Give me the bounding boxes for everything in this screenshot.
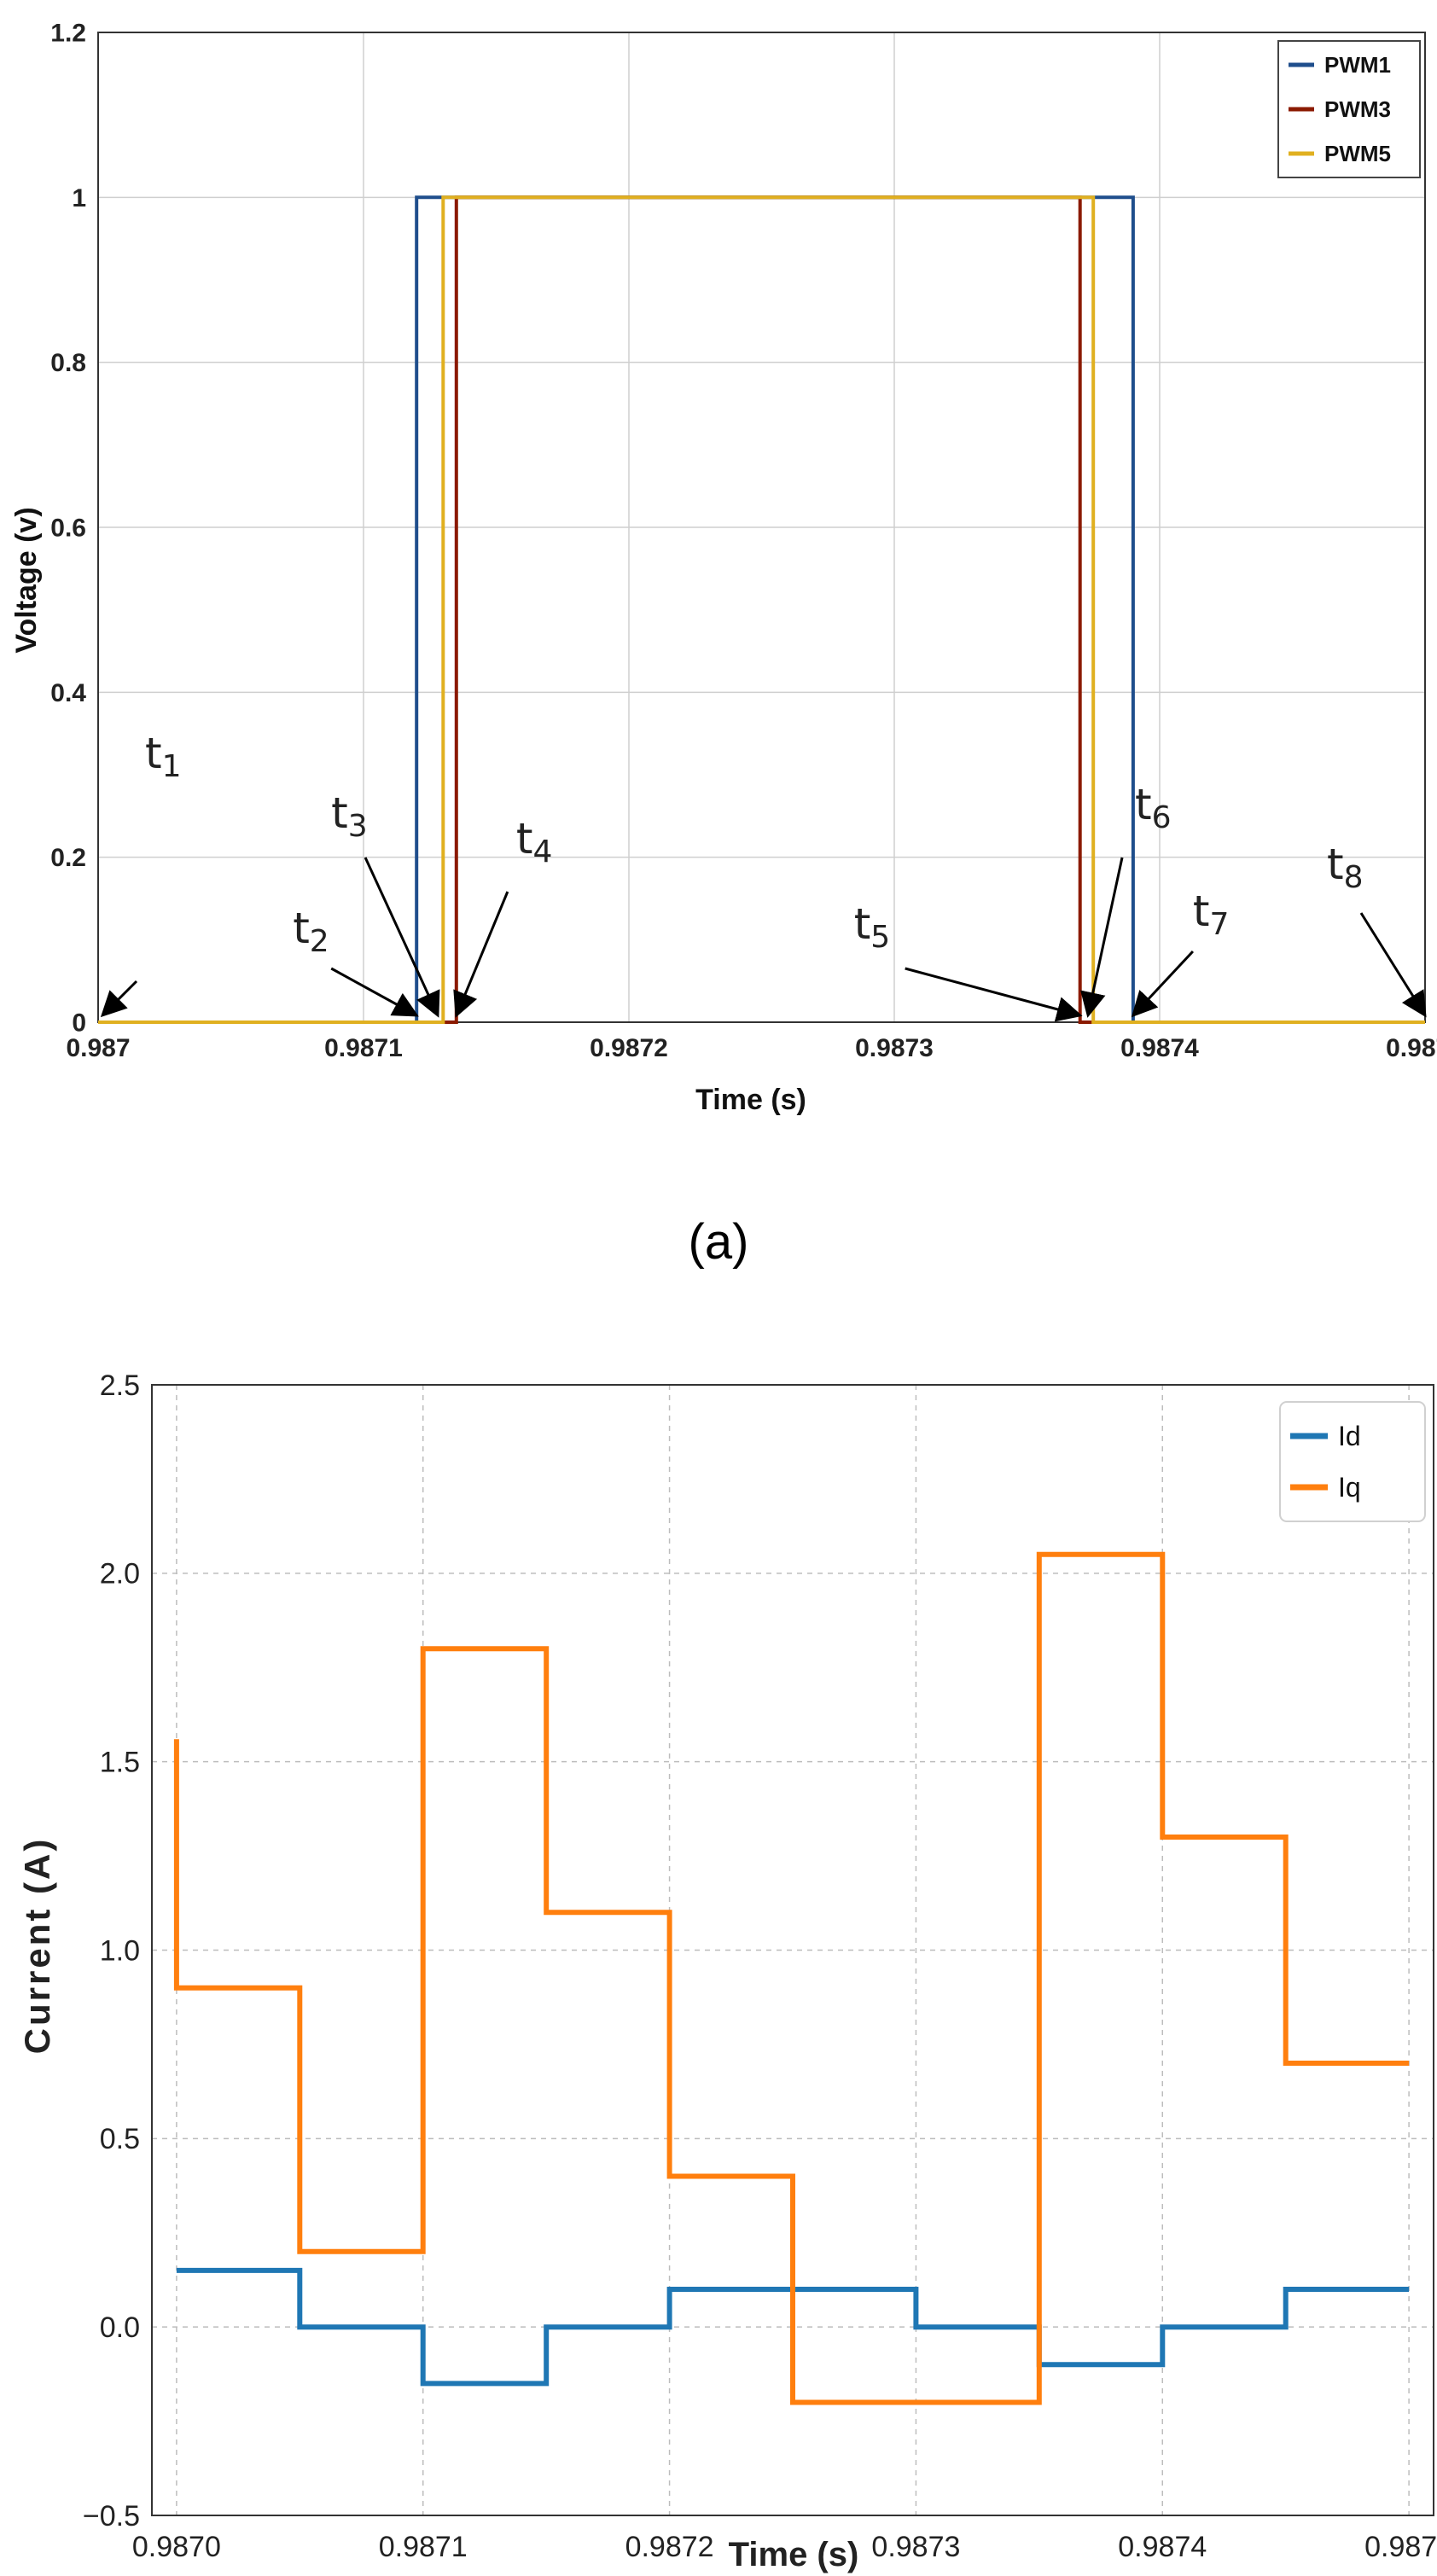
panel-a-x-tick-label: 0.9871 <box>324 1034 403 1062</box>
panel-a-plot-frame <box>97 32 1426 1023</box>
panel-a-series-pwm5-line <box>98 195 1425 1024</box>
panel-a-y-tick-label: 0.2 <box>50 844 86 872</box>
panel-b-x-tick-label: 0.9872 <box>625 2531 714 2563</box>
annotation-subscript: 6 <box>1152 800 1172 835</box>
panel-b-y-tick-label: 0.0 <box>100 2311 140 2344</box>
annotation-arrow-t2 <box>330 967 419 1017</box>
panel-a-y-tick-label: 0 <box>72 1009 86 1038</box>
panel-b-x-tick-label: 0.9870 <box>132 2531 221 2563</box>
panel-b-x-tick-label: 0.9874 <box>1118 2531 1207 2563</box>
annotation-arrow-t1 <box>100 980 138 1018</box>
annotation-subscript: 4 <box>532 834 552 869</box>
panel-b-y-tick-label: −0.5 <box>83 2500 140 2532</box>
annotation-subscript: 8 <box>1344 860 1364 895</box>
panel-b-y-tick-label: 2.5 <box>100 1369 140 1402</box>
annotation-arrow-t3 <box>364 857 440 1018</box>
annotation-subscript: 3 <box>348 809 368 844</box>
panel-a-legend-label-pwm5: PWM5 <box>1324 141 1391 166</box>
panel-a-legend-label-pwm1: PWM1 <box>1324 52 1391 78</box>
panel-a-x-tick-label: 0.9874 <box>1120 1034 1199 1062</box>
panel-a-series <box>98 195 1425 1024</box>
panel-b-plot-frame <box>151 1384 1434 2516</box>
annotation-subscript: 2 <box>310 924 329 959</box>
panel-a-x-tick-label: 0.9875 <box>1386 1034 1437 1062</box>
panel-b-series-iq-line <box>173 1551 1410 2405</box>
panel-a-x-tick-label: 0.987 <box>66 1034 130 1062</box>
panel-a-x-tick-label: 0.9873 <box>855 1034 934 1062</box>
panel-b-x-tick-label: 0.9875 <box>1364 2531 1437 2563</box>
panel-b-x-tick-label: 0.9871 <box>379 2531 468 2563</box>
panel-a-ticks: 0.987 0.9871 0.9872 0.9873 0.9874 0.9875 0 0.2 0… <box>50 20 1437 1063</box>
panel-b-y-tick-label: 2.0 <box>100 1558 140 1590</box>
panel-a-y-tick-label: 1.2 <box>50 20 86 48</box>
panel-a-y-tick-label: 0.4 <box>50 679 86 707</box>
panel-a-y-tick-label: 0.8 <box>50 349 86 377</box>
panel-b-ticks: 0.9870 0.9871 0.9872 0.9873 0.9874 0.9875 −0.5… <box>83 1369 1437 2563</box>
annotation-subscript: 1 <box>162 749 182 784</box>
panel-a-legend-label-pwm3: PWM3 <box>1324 96 1391 122</box>
annotation-subscript: 7 <box>1210 907 1230 942</box>
panel-a-legend: PWM1 PWM3 PWM5 <box>1277 40 1421 178</box>
panel-a-y-axis-label: Voltage (v) <box>10 507 43 653</box>
annotation-t1: t1 <box>145 729 182 784</box>
panel-b-series <box>173 1551 1410 2405</box>
panel-b-y-axis-label: Current (A) <box>17 1837 57 2055</box>
panel-b-y-tick-label: 1.5 <box>100 1747 140 1779</box>
panel-b-y-tick-label: 0.5 <box>100 2123 140 2155</box>
panel-b-legend-label-id: Id <box>1338 1421 1361 1451</box>
annotation-arrow-t6 <box>1080 857 1124 1018</box>
panel-b-x-axis-label: Time (s) <box>729 2536 859 2573</box>
panel-a-y-tick-label: 0.6 <box>50 515 86 543</box>
annotation-arrow-t7 <box>1131 950 1194 1018</box>
panel-b-x-tick-label: 0.9873 <box>871 2531 960 2563</box>
panel-b-chart: 0.9870 0.9871 0.9872 0.9873 0.9874 0.9875 −0.5… <box>17 1369 1437 2573</box>
panel-b-legend-label-iq: Iq <box>1338 1472 1361 1503</box>
panel-a-y-tick-label: 1 <box>72 184 86 212</box>
annotation-arrow-t8 <box>1359 912 1427 1018</box>
panel-a-label: (a) <box>689 1214 749 1270</box>
panel-a-x-axis-label: Time (s) <box>695 1084 806 1116</box>
panel-a-x-tick-label: 0.9872 <box>590 1034 668 1062</box>
annotation-arrow-t4 <box>453 891 509 1018</box>
annotation-arrow-t5 <box>905 967 1083 1022</box>
panel-b-legend: Id Iq <box>1279 1401 1426 1522</box>
annotation-subscript: 5 <box>870 920 890 955</box>
panel-a-chart: 0.987 0.9871 0.9872 0.9873 0.9874 0.9875 0 0.2 0… <box>10 20 1437 1117</box>
panel-b-legend-box <box>1279 1401 1426 1522</box>
panel-b-y-tick-label: 1.0 <box>100 1934 140 1967</box>
